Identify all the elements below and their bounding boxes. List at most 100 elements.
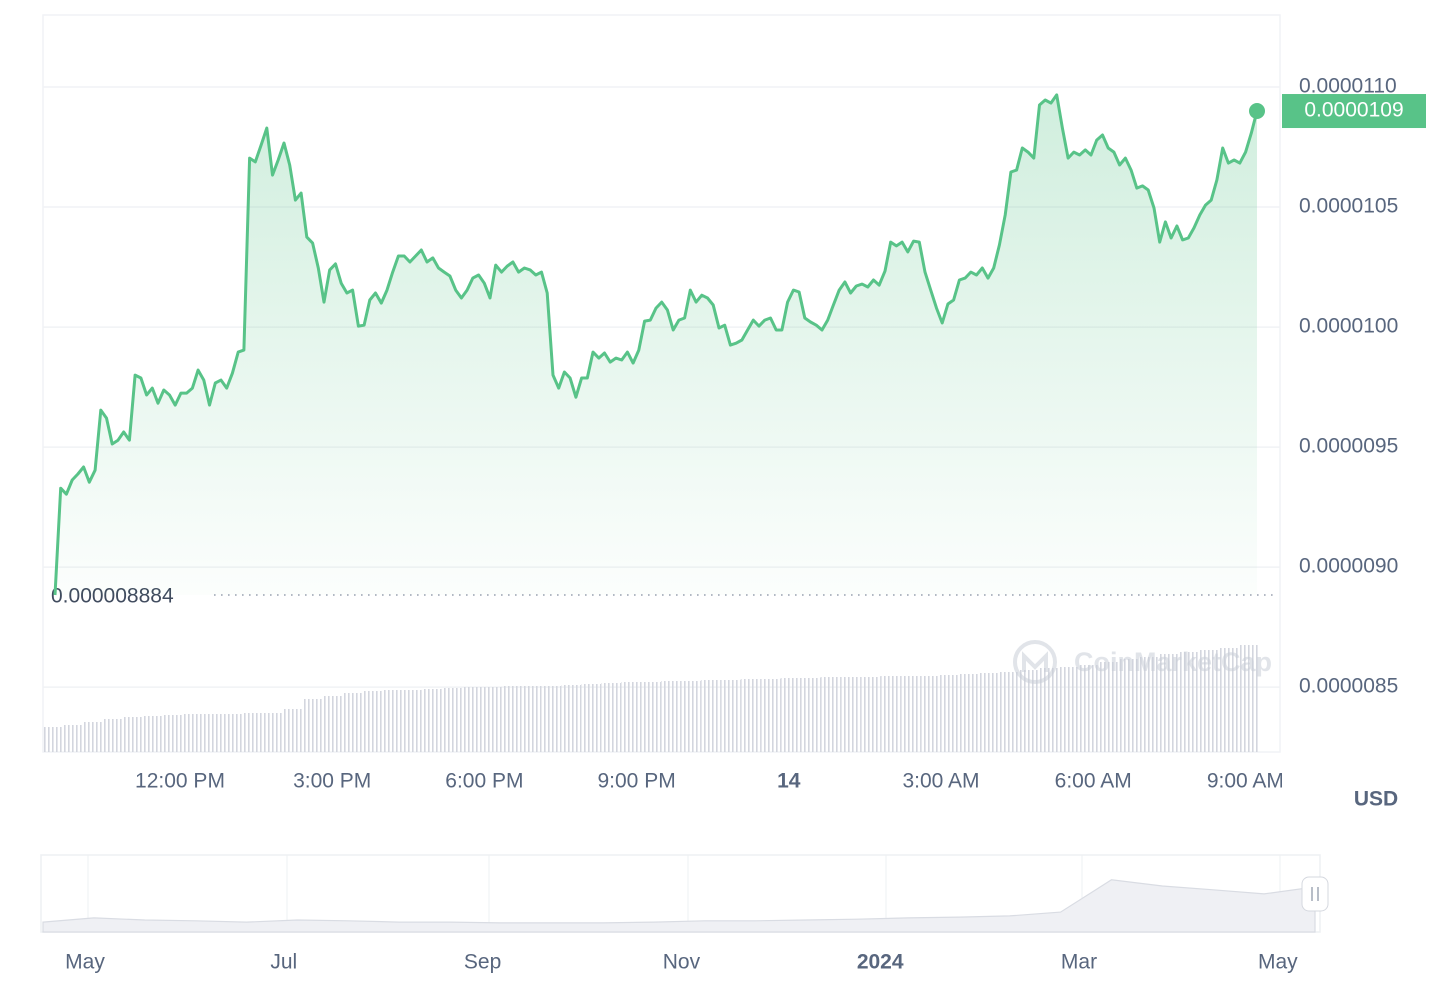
volume-bar xyxy=(242,713,263,752)
price-series: 0.000008884 xyxy=(51,93,1278,608)
x-tick-label: 3:00 PM xyxy=(293,770,371,793)
volume-bar xyxy=(1119,659,1140,752)
currency-label: USD xyxy=(1354,788,1398,811)
price-area xyxy=(55,94,1257,596)
navigator-tick-label: Nov xyxy=(663,951,701,974)
volume-bar xyxy=(461,687,482,752)
volume-bar xyxy=(840,677,861,752)
volume-bar xyxy=(1039,668,1060,752)
last-price-dot xyxy=(1249,103,1265,120)
navigator-tick-label: Jul xyxy=(270,951,297,974)
handle[interactable] xyxy=(1301,876,1329,912)
volume-bar xyxy=(1199,650,1220,752)
volume-bar xyxy=(601,683,622,752)
volume-bar xyxy=(720,680,741,752)
y-tick-label: 0.0000110 xyxy=(1299,75,1397,98)
volume-bar xyxy=(82,722,103,752)
volume-bar xyxy=(660,681,681,752)
volume-bar xyxy=(182,714,203,752)
x-tick-label: 6:00 AM xyxy=(1055,770,1132,793)
x-axis: 12:00 PM 3:00 PM 6:00 PM 9:00 PM 14 3:00 AM 6:… xyxy=(135,770,1284,793)
volume-bar xyxy=(860,677,881,752)
x-tick-label: 9:00 PM xyxy=(597,770,675,793)
volume-bar xyxy=(680,681,701,752)
volume-bar xyxy=(581,684,602,752)
y-tick-label: 0.0000090 xyxy=(1299,555,1398,578)
last-price-label: 0.0000109 xyxy=(1304,99,1403,122)
volume-bar xyxy=(222,714,243,752)
volume-bar xyxy=(102,719,123,752)
y-tick-label: 0.0000105 xyxy=(1299,195,1398,218)
x-tick-label: 6:00 PM xyxy=(445,770,523,793)
x-tick-label: 14 xyxy=(777,770,801,793)
volume-bar xyxy=(401,690,422,752)
volume-bar xyxy=(62,725,83,752)
volume-bar xyxy=(381,690,402,752)
volume-bar xyxy=(880,676,901,752)
volume-bar xyxy=(1239,645,1259,752)
volume-bar xyxy=(162,715,183,752)
volume-bar xyxy=(501,686,522,752)
volume-bar xyxy=(900,676,921,752)
volume-bar xyxy=(641,682,661,752)
axes: 0.0000085 0.0000090 0.0000095 0.0000100 0.00… xyxy=(135,75,1426,793)
volume-bar xyxy=(920,676,941,752)
volume-bar xyxy=(621,682,642,752)
volume-bar xyxy=(342,693,362,752)
navigator-tick-label: 2024 xyxy=(857,951,904,974)
x-tick-label: 9:00 AM xyxy=(1207,770,1284,793)
volume-bar xyxy=(361,691,382,752)
volume-bar xyxy=(959,674,980,752)
x-tick-label: 12:00 PM xyxy=(135,770,225,793)
volume-bar xyxy=(1219,648,1240,752)
volume-bar xyxy=(1099,662,1120,752)
y-tick-label: 0.0000085 xyxy=(1299,675,1398,698)
volume-bar xyxy=(262,713,283,752)
volume-bar xyxy=(282,709,303,752)
volume-bar xyxy=(561,685,582,752)
volume-bar xyxy=(979,673,1000,752)
volume-bar xyxy=(760,679,781,752)
volume-bar xyxy=(820,677,841,752)
y-tick-label: 0.0000095 xyxy=(1299,435,1398,458)
volume-bar xyxy=(421,689,442,752)
watermark-text: CoinMarketCap xyxy=(1074,647,1272,677)
volume-bar xyxy=(1179,652,1200,752)
last-price-badge xyxy=(1282,94,1426,129)
volume-bar xyxy=(1019,670,1040,752)
volume-bar xyxy=(43,727,63,752)
navigator-tick-label: May xyxy=(65,951,105,974)
volume-bar xyxy=(740,679,761,752)
volume-bar xyxy=(521,686,542,752)
volume-bar xyxy=(1139,657,1160,752)
y-tick-label: 0.0000100 xyxy=(1299,315,1398,338)
navigator-tick-label: May xyxy=(1258,951,1298,974)
price-line xyxy=(53,93,1259,596)
navigator-handle[interactable] xyxy=(1301,876,1329,912)
volume-bar xyxy=(541,686,562,752)
volume-bar xyxy=(302,699,323,752)
navigator-tick-label: Mar xyxy=(1061,951,1097,974)
volume-bar xyxy=(122,717,143,752)
volume-bar xyxy=(441,688,462,752)
navigator-tick-label: Sep xyxy=(464,951,501,974)
volume-bar xyxy=(1059,667,1080,752)
volume-bar xyxy=(999,672,1020,752)
navigator-area xyxy=(42,879,1316,933)
volume-bar xyxy=(700,680,721,752)
volume-bar xyxy=(1159,654,1180,752)
volume-bar xyxy=(142,716,163,752)
volume-bar xyxy=(1079,665,1100,752)
volume-bar xyxy=(202,714,223,752)
volume-bar xyxy=(780,678,801,752)
volume-bar xyxy=(940,675,960,752)
navigator: May Jul Sep Nov 2024 Mar May xyxy=(40,854,1321,974)
volume-bar xyxy=(800,678,821,752)
volume-bar xyxy=(481,687,502,752)
volume xyxy=(43,645,1259,752)
watermark: CoinMarketCap xyxy=(1013,640,1272,684)
x-tick-label: 3:00 AM xyxy=(902,770,979,793)
volume-bar xyxy=(322,696,343,752)
